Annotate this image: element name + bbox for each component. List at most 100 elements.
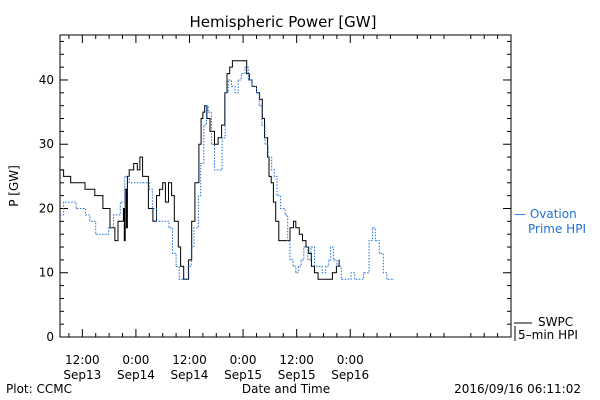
ovation-point bbox=[128, 182, 130, 184]
ovation-point bbox=[187, 265, 189, 267]
ovation-point bbox=[224, 92, 226, 94]
ovation-point bbox=[193, 227, 195, 229]
swpc-point bbox=[285, 240, 286, 242]
x-tick-time-label: 12:00 bbox=[172, 353, 207, 367]
ovation-point bbox=[298, 265, 299, 267]
ovation-point bbox=[350, 272, 352, 274]
swpc-point bbox=[159, 188, 161, 190]
swpc-point bbox=[243, 60, 245, 62]
ovation-point bbox=[148, 188, 150, 190]
swpc-point bbox=[302, 240, 303, 242]
swpc-point bbox=[63, 176, 64, 177]
legend-ovation-sublabel: Prime HPI bbox=[528, 222, 586, 236]
swpc-point bbox=[229, 66, 231, 68]
ovation-point bbox=[104, 233, 106, 235]
ovation-point bbox=[368, 240, 370, 242]
swpc-point bbox=[194, 182, 196, 184]
ovation-point bbox=[124, 176, 126, 177]
ovation-point bbox=[95, 233, 97, 235]
ovation-point bbox=[178, 278, 180, 280]
swpc-point bbox=[268, 176, 270, 177]
ovation-point bbox=[221, 137, 223, 139]
ovation-point bbox=[244, 66, 246, 68]
swpc-point bbox=[259, 98, 260, 100]
ovation-point bbox=[261, 124, 263, 126]
swpc-point bbox=[117, 220, 119, 222]
swpc-point bbox=[191, 220, 193, 222]
series-layer bbox=[59, 60, 394, 280]
ovation-point bbox=[75, 208, 77, 209]
swpc-point bbox=[188, 259, 190, 261]
swpc-point bbox=[226, 73, 228, 74]
x-axis-label: Date and Time bbox=[242, 382, 330, 396]
swpc-point bbox=[200, 118, 202, 119]
swpc-point bbox=[177, 246, 179, 248]
legend-swpc-sublabel: 5–min HPI bbox=[518, 328, 578, 342]
ovation-point bbox=[292, 265, 294, 267]
ovation-point bbox=[184, 278, 186, 280]
swpc-point bbox=[156, 195, 157, 197]
swpc-point bbox=[289, 227, 291, 229]
ovation-point bbox=[363, 272, 364, 274]
ovation-point bbox=[68, 201, 70, 203]
ovation-point bbox=[295, 272, 297, 274]
ovation-point bbox=[318, 265, 320, 267]
ovation-point bbox=[300, 259, 302, 261]
swpc-point bbox=[221, 124, 223, 126]
ovation-point bbox=[264, 143, 266, 145]
ovation-point bbox=[340, 278, 342, 280]
swpc-point bbox=[278, 240, 280, 242]
ovation-point bbox=[207, 111, 209, 113]
swpc-point bbox=[305, 246, 307, 248]
ovation-point bbox=[59, 214, 61, 216]
ovation-point bbox=[354, 278, 356, 280]
ovation-point bbox=[214, 169, 215, 171]
swpc-point bbox=[317, 278, 319, 280]
ovation-point bbox=[211, 143, 212, 145]
swpc-point bbox=[217, 137, 219, 139]
swpc-point bbox=[209, 131, 211, 132]
ovation-point bbox=[85, 214, 86, 216]
swpc-point bbox=[295, 227, 297, 229]
ovation-point bbox=[248, 79, 249, 81]
swpc-point bbox=[165, 201, 166, 203]
ovation-point bbox=[378, 253, 380, 254]
swpc-point bbox=[126, 227, 127, 229]
swpc-point bbox=[139, 156, 141, 158]
y-tick-label: 20 bbox=[39, 201, 54, 215]
swpc-point bbox=[293, 220, 294, 222]
swpc-point bbox=[123, 240, 125, 242]
ovation-point bbox=[227, 79, 229, 81]
swpc-point bbox=[127, 176, 128, 177]
ovation-point bbox=[330, 246, 331, 248]
swpc-point bbox=[214, 143, 215, 145]
swpc-point bbox=[204, 105, 206, 107]
y-tick-label: 0 bbox=[46, 330, 54, 344]
swpc-point bbox=[298, 233, 300, 235]
ovation-point bbox=[63, 201, 64, 203]
ovation-point bbox=[240, 73, 242, 74]
swpc-point bbox=[198, 143, 200, 145]
ovation-point bbox=[89, 220, 91, 222]
ovation-point bbox=[307, 259, 309, 261]
swpc-point bbox=[102, 208, 104, 209]
chart-title: Hemispheric Power [GW] bbox=[190, 13, 377, 31]
ovation-point bbox=[321, 272, 323, 274]
ovation-point bbox=[256, 92, 257, 94]
ovation-point bbox=[119, 201, 121, 203]
swpc-point bbox=[133, 163, 135, 164]
ovation-point bbox=[108, 227, 110, 229]
swpc-point bbox=[275, 220, 277, 222]
ovation-point bbox=[372, 227, 373, 229]
swpc-point bbox=[128, 169, 130, 171]
swpc-point bbox=[311, 265, 312, 267]
swpc-point bbox=[162, 182, 164, 184]
ovation-point bbox=[113, 214, 114, 216]
swpc-point bbox=[173, 220, 175, 222]
ovation-point bbox=[175, 265, 177, 267]
ovation-point bbox=[198, 195, 199, 197]
y-axis-label: P [GW] bbox=[7, 165, 21, 207]
legend-swpc-label: SWPC bbox=[538, 315, 573, 329]
x-tick-time-label: 0:00 bbox=[230, 353, 257, 367]
swpc-point bbox=[273, 201, 274, 203]
